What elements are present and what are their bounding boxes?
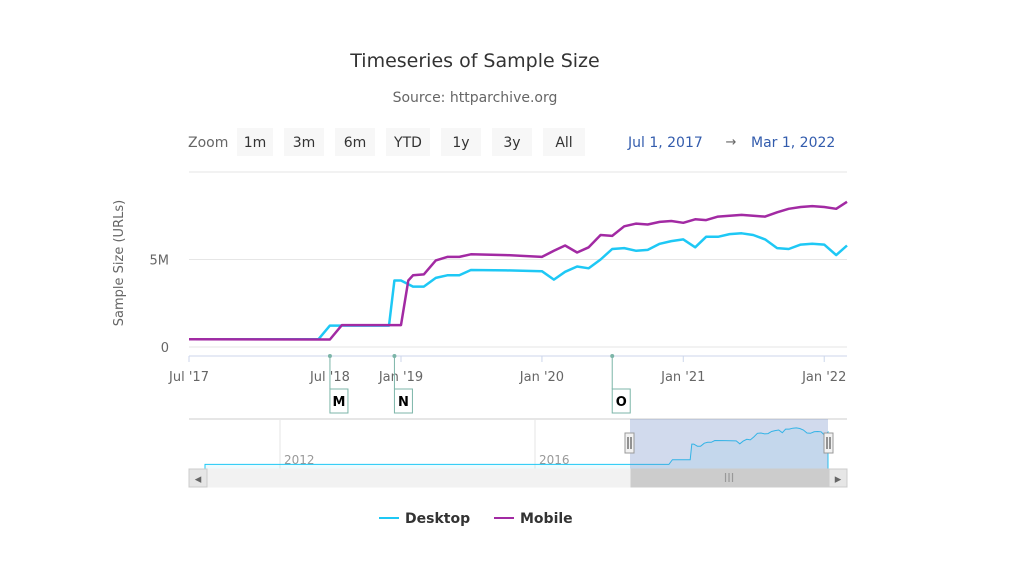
y-axis-ticks: 0 5M [150, 254, 170, 357]
zoom-button-label: 3y [503, 135, 520, 151]
scrollbar-left-arrow-icon: ◂ [195, 472, 202, 487]
legend-item-mobile[interactable]: Mobile [494, 511, 573, 527]
navigator-right-handle[interactable] [823, 432, 834, 454]
zoom-button-label: 3m [293, 135, 316, 151]
flag-anchor [327, 354, 332, 358]
flag-box-m[interactable] [329, 388, 349, 414]
legend-mobile-label: Mobile [520, 511, 573, 527]
series-line-mobile[interactable] [188, 200, 848, 341]
scrollbar-right-arrow-icon: ▸ [835, 472, 842, 487]
scrollbar-right-button[interactable] [828, 468, 848, 488]
navigator: 2012 2016 [189, 418, 847, 470]
navigator-selected-range[interactable] [630, 419, 828, 469]
range-to-date[interactable]: Mar 1, 2022 [751, 135, 835, 151]
scrollbar-thumb[interactable] [630, 468, 829, 488]
y-grid [189, 171, 847, 348]
zoom-button-label: YTD [393, 135, 422, 151]
zoom-button-all[interactable] [543, 128, 585, 156]
chart-subtitle: Source: httparchive.org [393, 90, 558, 106]
flags-group: M N O [327, 354, 631, 414]
range-arrow: → [726, 135, 737, 150]
chart-title: Timeseries of Sample Size [349, 50, 599, 72]
flag-anchor [610, 354, 615, 358]
legend: Desktop Mobile [379, 511, 573, 527]
x-tick-label: Jan '20 [519, 370, 564, 385]
plot-area: 05M Sample Size (URLs) Jul '17 Jul '18 Jan… [112, 171, 848, 414]
scrollbar: ◂ III ▸ [188, 468, 848, 488]
x-axis-ticks: Jul '17 Jul '18 Jan '19 Jan '20 Jan '21 Jan '… [168, 356, 846, 385]
range-selector: Zoom 1m 3m 6m YTD 1y 3y All Jul 1, 2017 → Mar … [188, 128, 835, 156]
range-from-date[interactable]: Jul 1, 2017 [627, 135, 703, 151]
flag-box-n[interactable] [393, 388, 413, 414]
zoom-label: Zoom [188, 135, 228, 151]
zoom-button-1m[interactable] [237, 128, 273, 156]
zoom-button-3y[interactable] [492, 128, 532, 156]
zoom-button-label: 6m [344, 135, 367, 151]
flag-anchor [392, 354, 397, 358]
zoom-buttons: 1m 3m 6m YTD 1y 3y All [237, 128, 585, 156]
x-tick-label: Jan '22 [801, 370, 846, 385]
flag-box-o[interactable] [611, 388, 631, 414]
zoom-button-1y[interactable] [441, 128, 481, 156]
navigator-label-2012: 2012 [284, 453, 315, 467]
zoom-button-label: All [555, 135, 572, 151]
zoom-button-label: 1y [452, 135, 469, 151]
legend-desktop-label: Desktop [405, 511, 470, 527]
x-tick-label: Jan '19 [378, 370, 423, 385]
y-axis-title: Sample Size (URLs) [112, 200, 127, 326]
scrollbar-thumb-grip: III [724, 471, 735, 485]
zoom-button-3m[interactable] [284, 128, 324, 156]
series-group [188, 200, 848, 341]
flag-label: O [616, 395, 627, 410]
zoom-button-label: 1m [244, 135, 267, 151]
flag-label: M [332, 395, 345, 410]
x-tick-label: Jul '17 [168, 370, 209, 385]
navigator-left-handle[interactable] [624, 432, 635, 454]
y-tick-label: 0 [161, 341, 169, 356]
navigator-series [204, 427, 829, 470]
series-line-desktop[interactable] [189, 232, 848, 341]
navigator-label-2016: 2016 [539, 453, 570, 467]
zoom-button-ytd[interactable] [386, 128, 430, 156]
legend-item-desktop[interactable]: Desktop [379, 511, 470, 527]
zoom-button-6m[interactable] [335, 128, 375, 156]
flag-label: N [398, 395, 409, 410]
x-tick-label: Jan '21 [660, 370, 705, 385]
y-tick-label: 5M [150, 254, 170, 269]
scrollbar-left-button[interactable] [188, 468, 208, 488]
